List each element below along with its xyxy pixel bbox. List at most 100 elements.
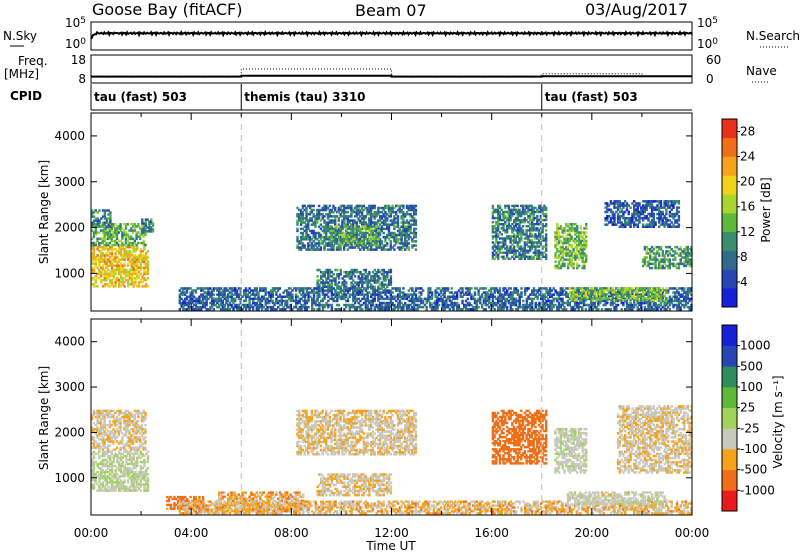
echo-cell xyxy=(326,223,330,226)
echo-cell xyxy=(523,249,527,252)
echo-cell xyxy=(368,233,371,236)
echo-cell xyxy=(497,221,500,224)
echo-cell xyxy=(105,221,109,224)
echo-cell xyxy=(112,239,115,243)
echo-cell xyxy=(387,233,391,237)
echo-cell xyxy=(568,301,571,305)
echo-cell xyxy=(491,204,495,208)
echo-cell xyxy=(109,215,112,218)
echo-cell xyxy=(472,297,475,301)
echo-cell xyxy=(143,285,146,288)
echo-cell xyxy=(253,293,257,296)
echo-cell xyxy=(117,231,121,234)
echo-cell xyxy=(282,305,285,309)
echo-cell xyxy=(303,308,307,311)
echo-cell xyxy=(360,208,364,212)
echo-cell xyxy=(409,229,412,233)
echo-cell xyxy=(618,299,622,302)
echo-cell xyxy=(563,293,566,296)
echo-cell xyxy=(386,244,389,247)
echo-cell xyxy=(293,305,296,309)
echo-cell xyxy=(575,301,579,305)
echo-cell xyxy=(634,303,638,307)
echo-cell xyxy=(378,242,382,245)
echo-cell xyxy=(336,293,339,296)
echo-cell xyxy=(352,285,355,288)
echo-cell xyxy=(221,303,224,307)
echo-cell xyxy=(121,243,124,247)
echo-cell xyxy=(312,244,315,247)
echo-cell xyxy=(404,242,407,245)
echo-cell xyxy=(525,210,528,214)
echo-cell xyxy=(568,227,572,230)
echo-cell xyxy=(395,217,398,220)
echo-cell xyxy=(91,209,94,212)
echo-cell xyxy=(133,227,137,230)
echo-cell xyxy=(522,305,525,309)
echo-cell xyxy=(108,231,112,234)
echo-cell xyxy=(305,231,308,235)
echo-cell xyxy=(413,208,416,212)
echo-cell xyxy=(498,247,502,250)
echo-cell xyxy=(103,233,106,236)
echo-cell xyxy=(377,221,380,224)
echo-cell xyxy=(591,287,595,290)
echo-cell xyxy=(352,303,355,307)
echo-cell xyxy=(484,295,487,298)
echo-cell xyxy=(194,301,198,305)
echo-cell xyxy=(581,295,584,298)
echo-cell xyxy=(527,235,530,238)
echo-cell xyxy=(362,240,366,243)
echo-cell xyxy=(119,225,122,228)
echo-cell xyxy=(402,297,405,301)
echo-cell xyxy=(343,291,346,294)
echo-cell xyxy=(92,215,96,218)
echo-cell xyxy=(371,206,375,210)
echo-cell xyxy=(330,297,334,301)
echo-cell xyxy=(377,305,380,309)
echo-cell xyxy=(343,217,346,220)
echo-cell xyxy=(543,293,546,296)
echo-cell xyxy=(529,227,532,230)
echo-cell xyxy=(615,303,618,307)
echo-cell xyxy=(563,301,566,305)
echo-cell xyxy=(573,303,577,307)
echo-cell xyxy=(525,218,528,222)
echo-cell xyxy=(346,297,350,301)
echo-cell xyxy=(649,305,652,309)
echo-cell xyxy=(414,213,418,216)
echo-cell xyxy=(343,219,346,222)
echo-cell xyxy=(314,244,317,247)
echo-cell xyxy=(115,241,119,245)
echo-cell xyxy=(321,270,325,274)
echo-cell xyxy=(539,233,542,236)
echo-cell xyxy=(556,227,559,230)
echo-cell xyxy=(574,239,577,243)
echo-cell xyxy=(459,293,462,296)
echo-cell xyxy=(299,213,303,216)
echo-cell xyxy=(230,289,233,292)
echo-cell xyxy=(332,221,335,224)
echo-cell xyxy=(101,245,105,249)
echo-cell xyxy=(375,231,378,234)
echo-cell xyxy=(520,253,523,256)
echo-cell xyxy=(445,303,448,307)
echo-cell xyxy=(273,301,276,305)
echo-cell xyxy=(570,305,573,309)
echo-cell xyxy=(343,246,346,249)
echo-cell xyxy=(353,241,357,245)
echo-cell xyxy=(386,283,389,286)
echo-cell xyxy=(299,238,303,241)
echo-cell xyxy=(520,237,523,240)
echo-cell xyxy=(252,308,255,311)
echo-cell xyxy=(127,262,130,265)
echo-cell xyxy=(151,224,155,227)
echo-cell xyxy=(491,245,495,248)
freq-right-tick-label: 0 xyxy=(706,72,714,86)
echo-cell xyxy=(225,301,228,305)
echo-cell xyxy=(364,281,368,284)
echo-cell xyxy=(361,237,364,241)
echo-cell xyxy=(565,223,568,226)
echo-cell xyxy=(591,308,595,311)
echo-cell xyxy=(384,213,387,216)
